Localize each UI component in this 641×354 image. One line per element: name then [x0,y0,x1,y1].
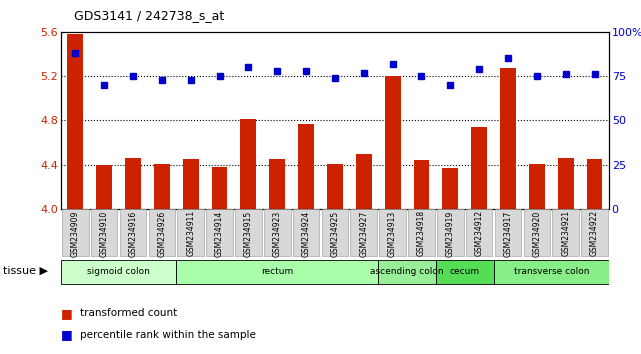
Bar [558,158,574,209]
Text: GSM234920: GSM234920 [532,210,542,257]
Text: GSM234914: GSM234914 [215,210,224,257]
Bar [240,119,256,209]
FancyBboxPatch shape [91,209,117,256]
Text: GSM234912: GSM234912 [474,210,484,256]
FancyBboxPatch shape [524,209,550,256]
FancyBboxPatch shape [176,260,378,284]
Bar [298,124,314,209]
Bar [96,165,112,209]
FancyBboxPatch shape [178,209,204,256]
FancyBboxPatch shape [120,209,146,256]
Text: transverse colon: transverse colon [513,267,589,276]
Text: rectum: rectum [261,267,294,276]
Text: GSM234924: GSM234924 [301,210,311,257]
Bar [587,159,603,209]
Bar [500,68,516,209]
Text: ■: ■ [61,328,72,341]
Text: GSM234913: GSM234913 [388,210,397,257]
Bar [529,164,545,209]
FancyBboxPatch shape [62,209,88,256]
FancyBboxPatch shape [322,209,348,256]
Bar [442,168,458,209]
Text: GSM234919: GSM234919 [445,210,455,257]
Text: GSM234910: GSM234910 [99,210,109,257]
Bar [471,127,487,209]
Text: GSM234922: GSM234922 [590,210,599,256]
Text: ascending colon: ascending colon [370,267,444,276]
Text: GSM234909: GSM234909 [71,210,80,257]
Text: GSM234925: GSM234925 [330,210,340,257]
Text: transformed count: transformed count [80,308,178,318]
Text: GSM234921: GSM234921 [561,210,570,256]
Text: GSM234926: GSM234926 [157,210,167,257]
FancyBboxPatch shape [235,209,262,256]
Bar [183,159,199,209]
Bar [67,34,83,209]
Text: GSM234911: GSM234911 [186,210,196,256]
FancyBboxPatch shape [61,260,176,284]
Bar [356,154,372,209]
Bar [385,76,401,209]
Text: tissue ▶: tissue ▶ [3,266,48,276]
FancyBboxPatch shape [494,260,609,284]
FancyBboxPatch shape [264,209,290,256]
FancyBboxPatch shape [149,209,175,256]
Text: GSM234918: GSM234918 [417,210,426,256]
Text: GDS3141 / 242738_s_at: GDS3141 / 242738_s_at [74,9,224,22]
FancyBboxPatch shape [553,209,579,256]
FancyBboxPatch shape [495,209,521,256]
FancyBboxPatch shape [378,260,436,284]
FancyBboxPatch shape [293,209,319,256]
FancyBboxPatch shape [206,209,233,256]
Text: GSM234923: GSM234923 [272,210,282,257]
Text: GSM234917: GSM234917 [503,210,513,257]
FancyBboxPatch shape [351,209,377,256]
Text: GSM234916: GSM234916 [128,210,138,257]
Text: GSM234927: GSM234927 [359,210,369,257]
Bar [125,158,141,209]
FancyBboxPatch shape [581,209,608,256]
Text: GSM234915: GSM234915 [244,210,253,257]
Bar [269,159,285,209]
Text: sigmoid colon: sigmoid colon [87,267,150,276]
Bar [413,160,429,209]
FancyBboxPatch shape [436,260,494,284]
Text: ■: ■ [61,307,72,320]
FancyBboxPatch shape [408,209,435,256]
Bar [327,164,343,209]
Bar [212,167,228,209]
FancyBboxPatch shape [437,209,463,256]
Text: percentile rank within the sample: percentile rank within the sample [80,330,256,339]
Bar [154,164,170,209]
FancyBboxPatch shape [466,209,492,256]
FancyBboxPatch shape [379,209,406,256]
Text: cecum: cecum [450,267,479,276]
